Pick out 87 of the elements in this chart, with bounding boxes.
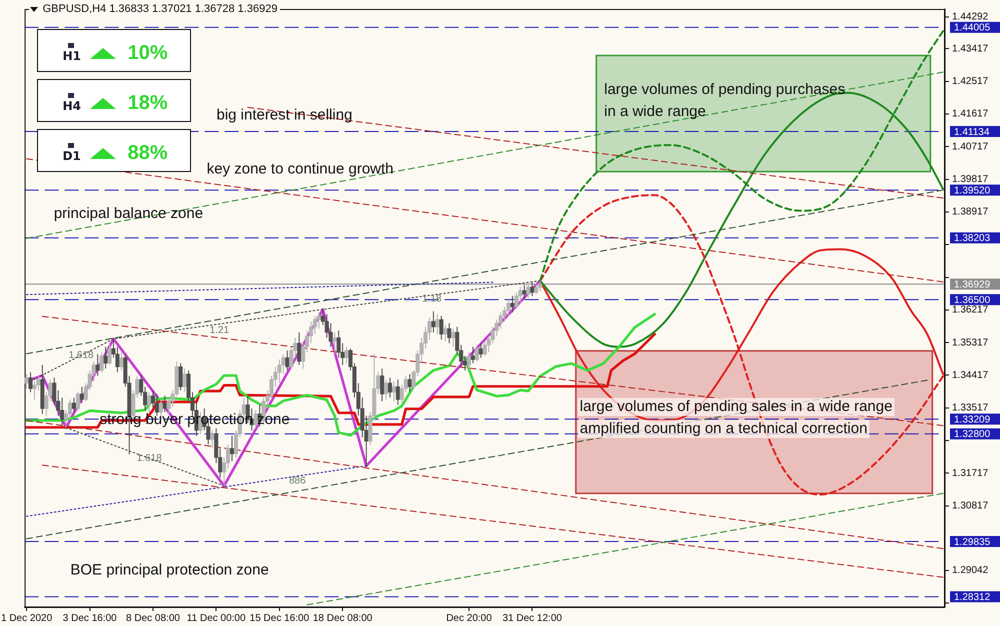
x-tick-label: 3 Dec 16:00 [62, 612, 118, 624]
ref-line-label: 1.36500 [954, 294, 991, 306]
candlestick [147, 392, 152, 413]
candlestick [392, 380, 396, 402]
candlestick [431, 310, 436, 333]
panel: D1 88% [36, 129, 191, 172]
ref-line-label: 1.44005 [954, 22, 991, 34]
candlestick [76, 392, 80, 411]
y-tick-label: 1.36217 [952, 304, 989, 316]
y-tick-label: 1.42517 [952, 76, 989, 88]
ref-line-label: 1.36929 [954, 279, 991, 290]
candlestick [80, 386, 84, 404]
candlestick [526, 282, 530, 298]
x-tick-label: 11 Dec 00:00 [186, 612, 246, 624]
ref-line-label: 1.29835 [954, 536, 991, 548]
y-tick-label: 1.40717 [952, 141, 989, 152]
annotation: principal balance zone [54, 205, 204, 222]
annotation: 1.21 [210, 324, 230, 336]
x-tick-label: 8 Dec 08:00 [126, 612, 180, 624]
x-tick-label: 1 Dec 2020 [1, 612, 53, 624]
y-tick-label: 1.29042 [952, 565, 989, 576]
x-tick-label: 31 Dec 12:00 [502, 612, 562, 624]
candlestick [380, 368, 384, 402]
panel: H4 18% [36, 79, 191, 122]
candlestick [104, 346, 108, 370]
annotation: H1 [62, 49, 81, 63]
x-tick-label: 18 Dec 08:00 [312, 612, 373, 624]
candlestick [474, 344, 479, 362]
y-tick-label: 1.34417 [952, 370, 989, 381]
candlestick [230, 435, 234, 462]
candlestick [72, 397, 76, 413]
y-tick-label: 1.30817 [952, 500, 989, 512]
y-tick-label: 1.31717 [952, 468, 989, 479]
annotation: 10% [128, 42, 168, 64]
candlestick [530, 281, 534, 297]
annotation: large volumes of pending sales in a wide range amplified counting on a technical correction [580, 398, 892, 438]
x-tick-label: 15 Dec 16:00 [250, 612, 310, 624]
ref-line-label: 1.39520 [954, 185, 991, 196]
candlestick [534, 281, 538, 295]
annotation: BOE principal protection zone [70, 562, 269, 579]
candlestick [384, 378, 388, 400]
candlestick [332, 332, 337, 355]
candlestick [435, 314, 440, 335]
candlestick [388, 377, 392, 398]
annotation: 18% [128, 92, 168, 114]
ref-line-label: 1.28312 [954, 592, 991, 604]
candlestick [162, 395, 167, 413]
candlestick [344, 346, 349, 364]
candlestick [210, 430, 214, 449]
y-tick-label: 1.43417 [952, 43, 989, 54]
candlestick [396, 378, 400, 406]
candlestick [297, 332, 302, 366]
y-tick-label: 1.35317 [952, 337, 989, 348]
candlestick [451, 328, 456, 348]
ref-line-label: 1.33209 [954, 414, 991, 426]
candlestick [470, 346, 475, 364]
candlestick [478, 342, 483, 358]
annotation: H4 [62, 99, 81, 113]
annotation: D1 [62, 149, 81, 163]
candlestick [510, 296, 514, 313]
panel: H1 10% [36, 29, 191, 72]
candlestick [178, 362, 183, 391]
annotation: 886 [288, 476, 306, 487]
y-tick-label: 1.44292 [952, 12, 989, 23]
chart-title: GBPUSD,H4 1.36833 1.37021 1.36728 1.36929 [42, 3, 278, 16]
candlestick [96, 354, 100, 376]
candlestick [447, 322, 452, 344]
candlestick [182, 368, 187, 393]
candlestick [538, 280, 542, 292]
y-tick-label: 1.38917 [952, 206, 989, 218]
candlestick [466, 352, 472, 370]
candlestick [108, 342, 112, 366]
annotation: 88% [128, 142, 168, 164]
y-tick-label: 1.41617 [952, 108, 989, 120]
ref-line-label: 1.32800 [954, 429, 991, 440]
annotation: key zone to continue growth [206, 160, 394, 178]
candlestick [119, 352, 124, 371]
candlestick [28, 372, 33, 393]
y-tick-label: 1.33517 [952, 402, 989, 414]
annotation: large volumes of pending purchases in a wide range [604, 80, 846, 120]
candlestick [100, 352, 104, 373]
y-tick-label: 1.39817 [952, 174, 989, 186]
x-tick-label: Dec 20:00 [446, 612, 492, 624]
candlestick [439, 315, 444, 340]
ref-line-label: 1.41134 [954, 126, 990, 138]
ref-line-label: 1.38203 [954, 233, 991, 244]
candlestick [408, 374, 412, 393]
